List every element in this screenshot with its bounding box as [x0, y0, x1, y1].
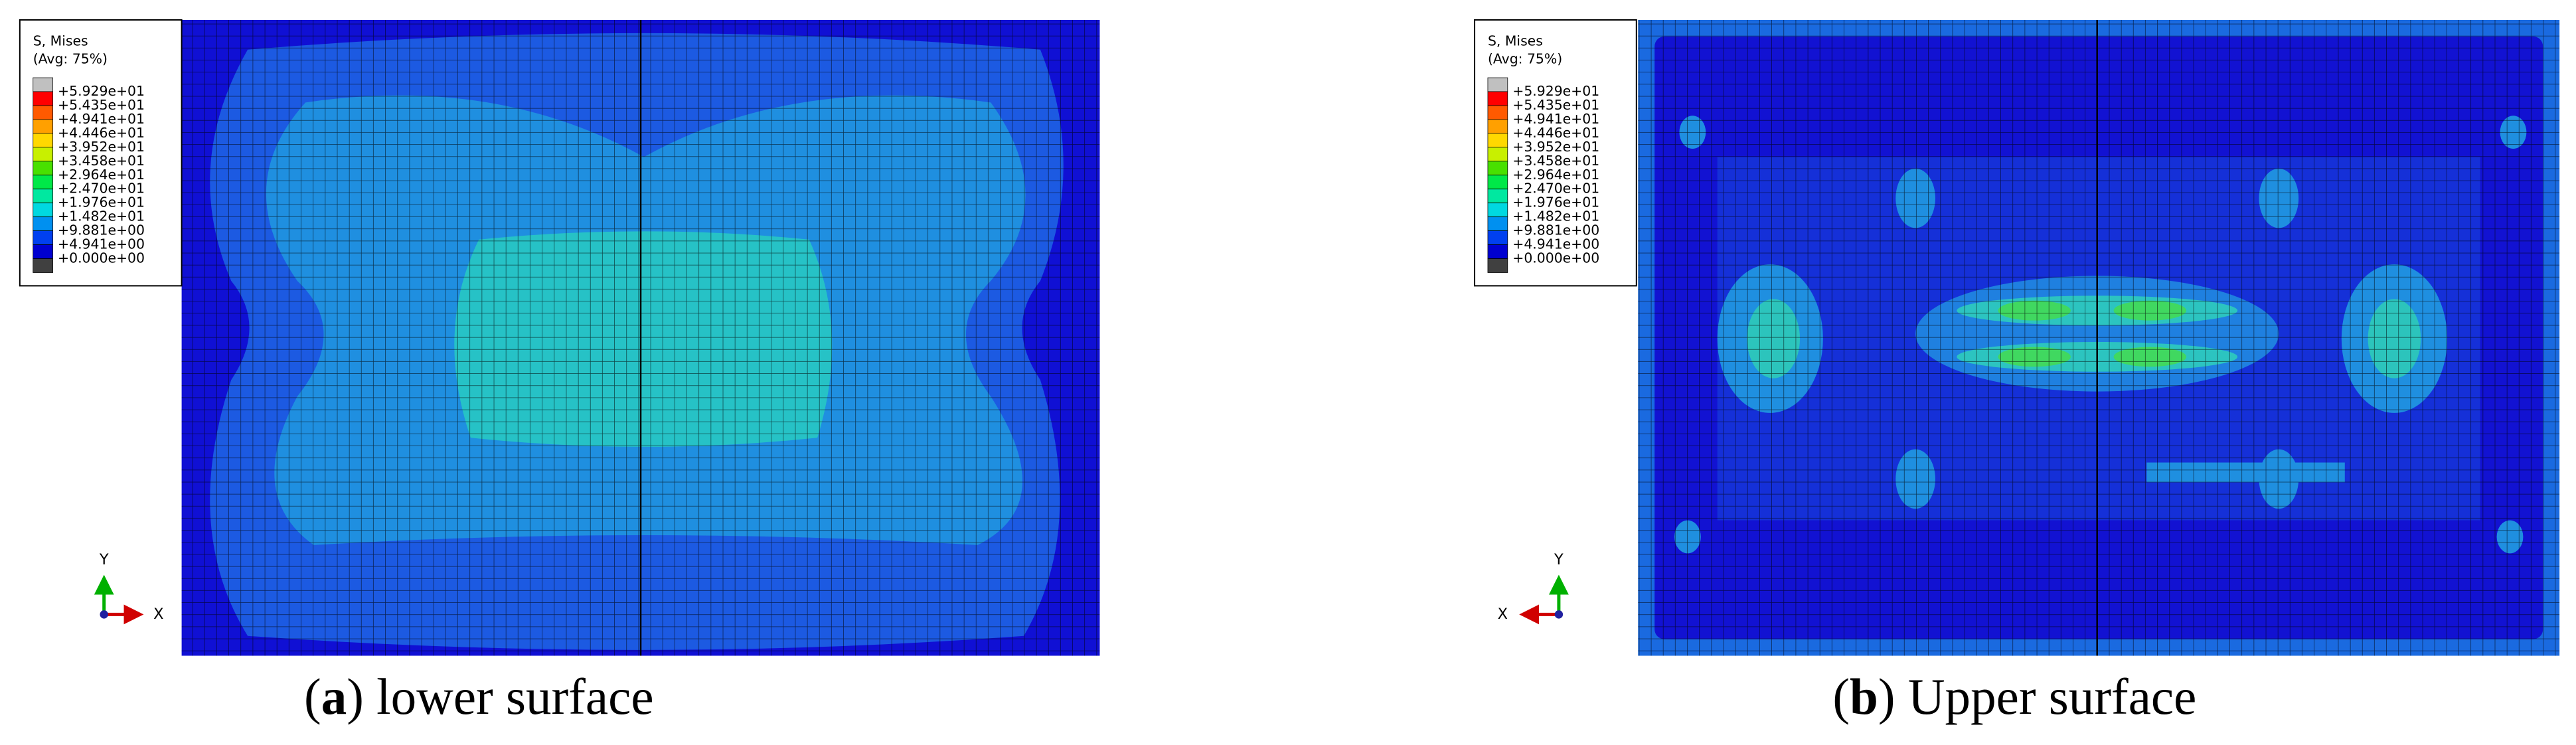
triad-origin [1554, 610, 1564, 619]
legend-swatch [1487, 147, 1508, 162]
legend-swatch [33, 119, 53, 134]
axis-label-y: Y [1554, 551, 1564, 568]
legend-label: +1.482e+01 [1512, 208, 1599, 224]
legend-swatch [1487, 77, 1508, 92]
legend-swatch [33, 216, 53, 232]
mesh [1638, 19, 2560, 656]
legend-swatch [33, 230, 53, 245]
legend-swatch [1487, 203, 1508, 218]
caption-part: a [321, 668, 347, 725]
caption-part: ) Upper surface [1878, 668, 2196, 725]
legend-swatch [33, 77, 53, 92]
legend-label: +0.000e+00 [58, 250, 145, 266]
legend-swatch [33, 161, 53, 176]
legend-label: +1.976e+01 [58, 195, 145, 210]
axis-triad-b [1519, 574, 1569, 625]
legend-label: +4.941e+01 [1512, 111, 1599, 127]
axis-label-y: Y [99, 551, 109, 568]
legend-label: +4.941e+01 [58, 111, 145, 127]
legend-swatch [1487, 105, 1508, 120]
legend-label: +2.964e+01 [58, 167, 145, 183]
legend-swatch [1487, 161, 1508, 176]
legend-swatch [33, 189, 53, 204]
caption-part: ( [1832, 668, 1850, 725]
caption: (a) lower surface [304, 668, 654, 725]
legend-label: +4.941e+00 [58, 236, 145, 252]
legend-label: +0.000e+00 [1512, 250, 1599, 266]
legend-title: S, Mises [33, 33, 88, 48]
legend: S, Mises(Avg: 75%)+5.929e+01+5.435e+01+4… [1474, 19, 1637, 287]
legend-subtitle: (Avg: 75%) [33, 51, 108, 67]
legend-label: +2.964e+01 [1512, 167, 1599, 183]
legend-label: +3.458e+01 [1512, 153, 1599, 169]
legend-label: +5.929e+01 [1512, 83, 1599, 99]
legend-label: +9.881e+00 [1512, 222, 1599, 238]
legend-label: +1.976e+01 [1512, 195, 1599, 210]
legend-label: +5.435e+01 [1512, 97, 1599, 113]
legend-swatch [33, 147, 53, 162]
legend-label: +1.482e+01 [58, 208, 145, 224]
caption-part: ( [304, 668, 321, 725]
legend-label: +4.941e+00 [1512, 236, 1599, 252]
legend-swatch [1487, 230, 1508, 245]
legend-label: +5.929e+01 [58, 83, 145, 99]
caption: (b) Upper surface [1832, 668, 2196, 725]
legend-label: +3.952e+01 [58, 139, 145, 155]
legend-swatch [1487, 258, 1508, 273]
legend-label: +4.446e+01 [58, 125, 145, 141]
legend-title: S, Mises [1488, 33, 1543, 48]
legend-swatch [33, 203, 53, 218]
legend-subtitle: (Avg: 75%) [1488, 51, 1562, 67]
legend-label: +9.881e+00 [58, 222, 145, 238]
contour-plot-a [181, 19, 1100, 656]
legend-swatch [1487, 244, 1508, 259]
legend-swatch [1487, 175, 1508, 190]
legend-label: +5.435e+01 [58, 97, 145, 113]
legend-label: +3.952e+01 [1512, 139, 1599, 155]
triad-origin [100, 610, 108, 619]
legend-swatch [33, 258, 53, 273]
legend-swatch [33, 133, 53, 148]
legend-label: +4.446e+01 [1512, 125, 1599, 141]
legend-swatch [1487, 216, 1508, 232]
contour-plot-b [1638, 19, 2560, 656]
legend-swatch [1487, 91, 1508, 106]
legend-swatch [33, 91, 53, 106]
legend-swatch [33, 175, 53, 190]
legend-swatch [1487, 133, 1508, 148]
legend-swatch [1487, 119, 1508, 134]
axis-triad-a [94, 574, 144, 625]
legend-swatch [33, 244, 53, 259]
caption-part: b [1850, 668, 1878, 725]
legend-swatch [33, 105, 53, 120]
legend: S, Mises(Avg: 75%)+5.929e+01+5.435e+01+4… [19, 19, 183, 287]
legend-label: +2.470e+01 [1512, 181, 1599, 197]
legend-label: +2.470e+01 [58, 181, 145, 197]
axis-label-x: X [1498, 606, 1508, 623]
legend-swatch [1487, 189, 1508, 204]
caption-part: ) lower surface [347, 668, 653, 725]
legend-label: +3.458e+01 [58, 153, 145, 169]
axis-label-x: X [153, 606, 163, 623]
